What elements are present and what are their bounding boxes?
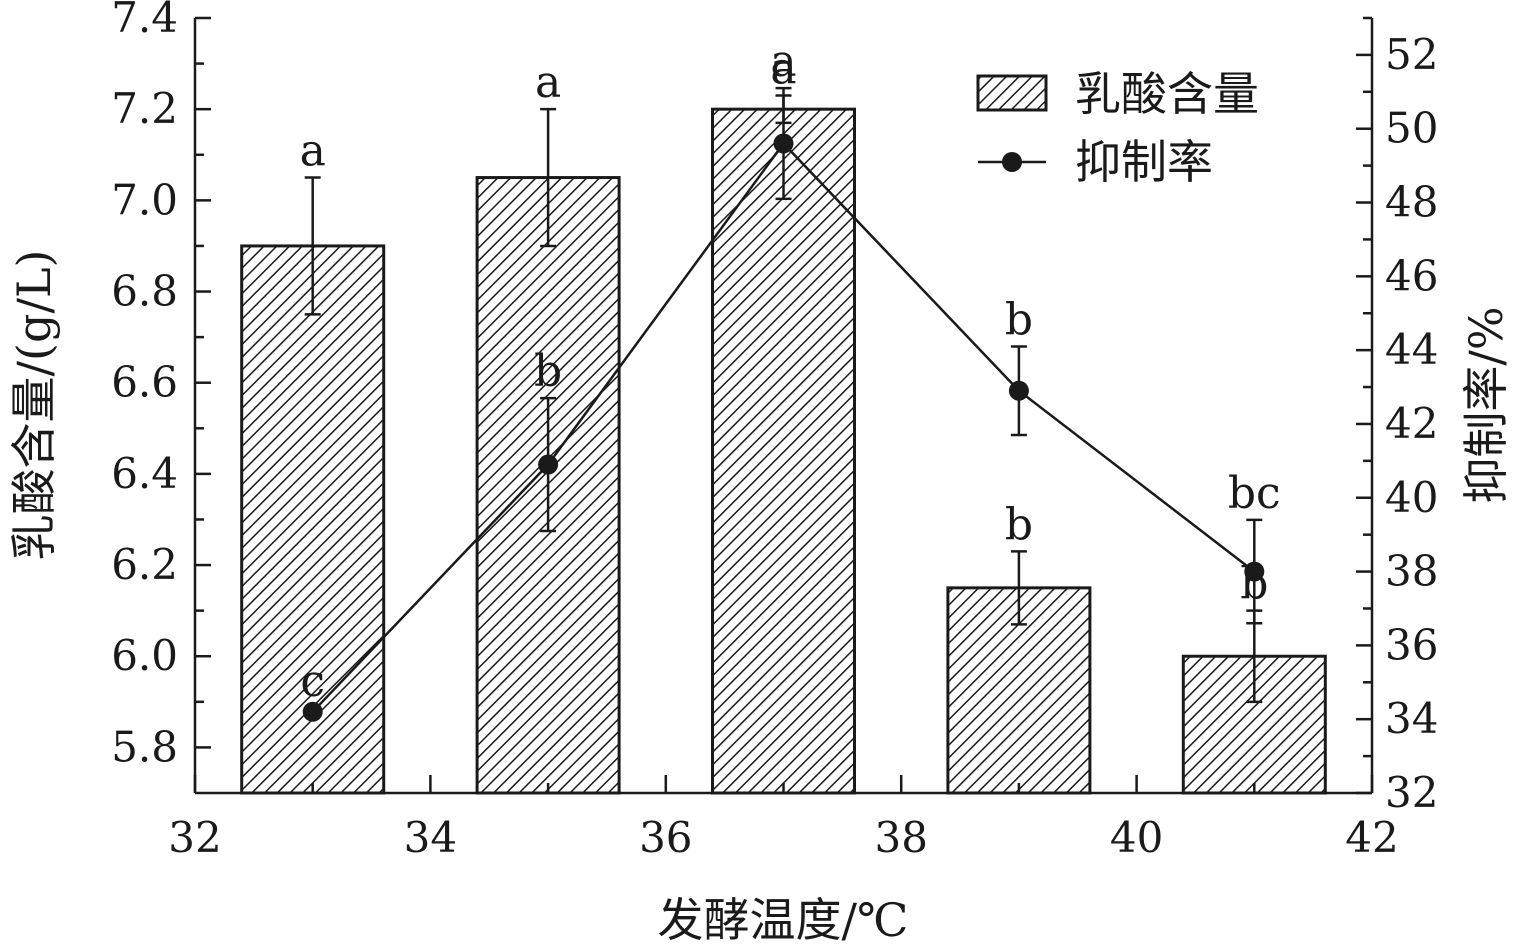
line-significance-label: bc: [1228, 468, 1281, 519]
bar-significance-label: a: [770, 44, 796, 95]
bar: [711, 107, 856, 795]
x-tick-label: 34: [404, 813, 457, 862]
axes-layer: [193, 16, 1374, 795]
line-point: [1244, 561, 1265, 582]
line-significance-label: a: [770, 36, 796, 87]
line-point: [538, 454, 559, 475]
line-significance-label: b: [534, 346, 562, 397]
line-significance-label: b: [1005, 294, 1033, 345]
left-y-tick-label: 6.6: [111, 358, 178, 407]
x-tick-label: 32: [168, 813, 221, 862]
bar-significance-label: a: [300, 126, 326, 177]
right-y-tick-label: 38: [1385, 547, 1438, 596]
legend-bar-label: 乳酸含量: [1075, 67, 1259, 121]
right-y-tick-label: 34: [1385, 694, 1438, 743]
x-tick-label: 42: [1345, 813, 1398, 862]
line-point: [302, 701, 323, 722]
right-y-tick-label: 36: [1385, 620, 1438, 669]
bars-layer: [240, 94, 1327, 795]
x-tick-label: 40: [1110, 813, 1163, 862]
left-y-tick-label: 5.8: [111, 722, 178, 771]
right-y-tick-label: 46: [1385, 251, 1438, 300]
right-y-tick-label: 48: [1385, 178, 1438, 227]
line-point: [1008, 380, 1029, 401]
left-y-tick-label: 7.4: [111, 0, 178, 42]
right-y-tick-label: 50: [1385, 104, 1438, 153]
right-y-tick-label: 42: [1385, 399, 1438, 448]
line-significance-label: c: [300, 656, 325, 707]
right-y-tick-label: 52: [1385, 30, 1438, 79]
bar-significance-label: a: [535, 57, 561, 108]
bar-significance-label: b: [1240, 559, 1268, 610]
right-y-tick-label: 44: [1385, 325, 1438, 374]
left-y-tick-label: 6.2: [111, 540, 178, 589]
line-point: [773, 133, 794, 154]
right-y-tick-label: 40: [1385, 473, 1438, 522]
left-y-tick-label: 7.2: [111, 84, 178, 133]
bar-significance-label: b: [1005, 499, 1033, 550]
left-y-tick-label: 7.0: [111, 175, 178, 224]
x-tick-label: 38: [874, 813, 927, 862]
left-y-tick-label: 6.4: [111, 449, 178, 498]
legend-bar-swatch: [976, 74, 1048, 112]
legend-line-label: 抑制率: [1075, 135, 1213, 189]
left-y-tick-label: 6.0: [111, 631, 178, 680]
line-layer: [302, 86, 1265, 722]
legend-line-marker: [1002, 152, 1022, 172]
left-y-axis-title: 乳酸含量/(g/L): [7, 250, 61, 561]
x-tick-label: 36: [639, 813, 692, 862]
x-axis-title: 发酵温度/℃: [658, 893, 909, 947]
left-y-tick-label: 6.8: [111, 267, 178, 316]
right-y-tick-label: 32: [1385, 768, 1438, 817]
right-y-axis-title: 抑制率/%: [1459, 306, 1513, 503]
